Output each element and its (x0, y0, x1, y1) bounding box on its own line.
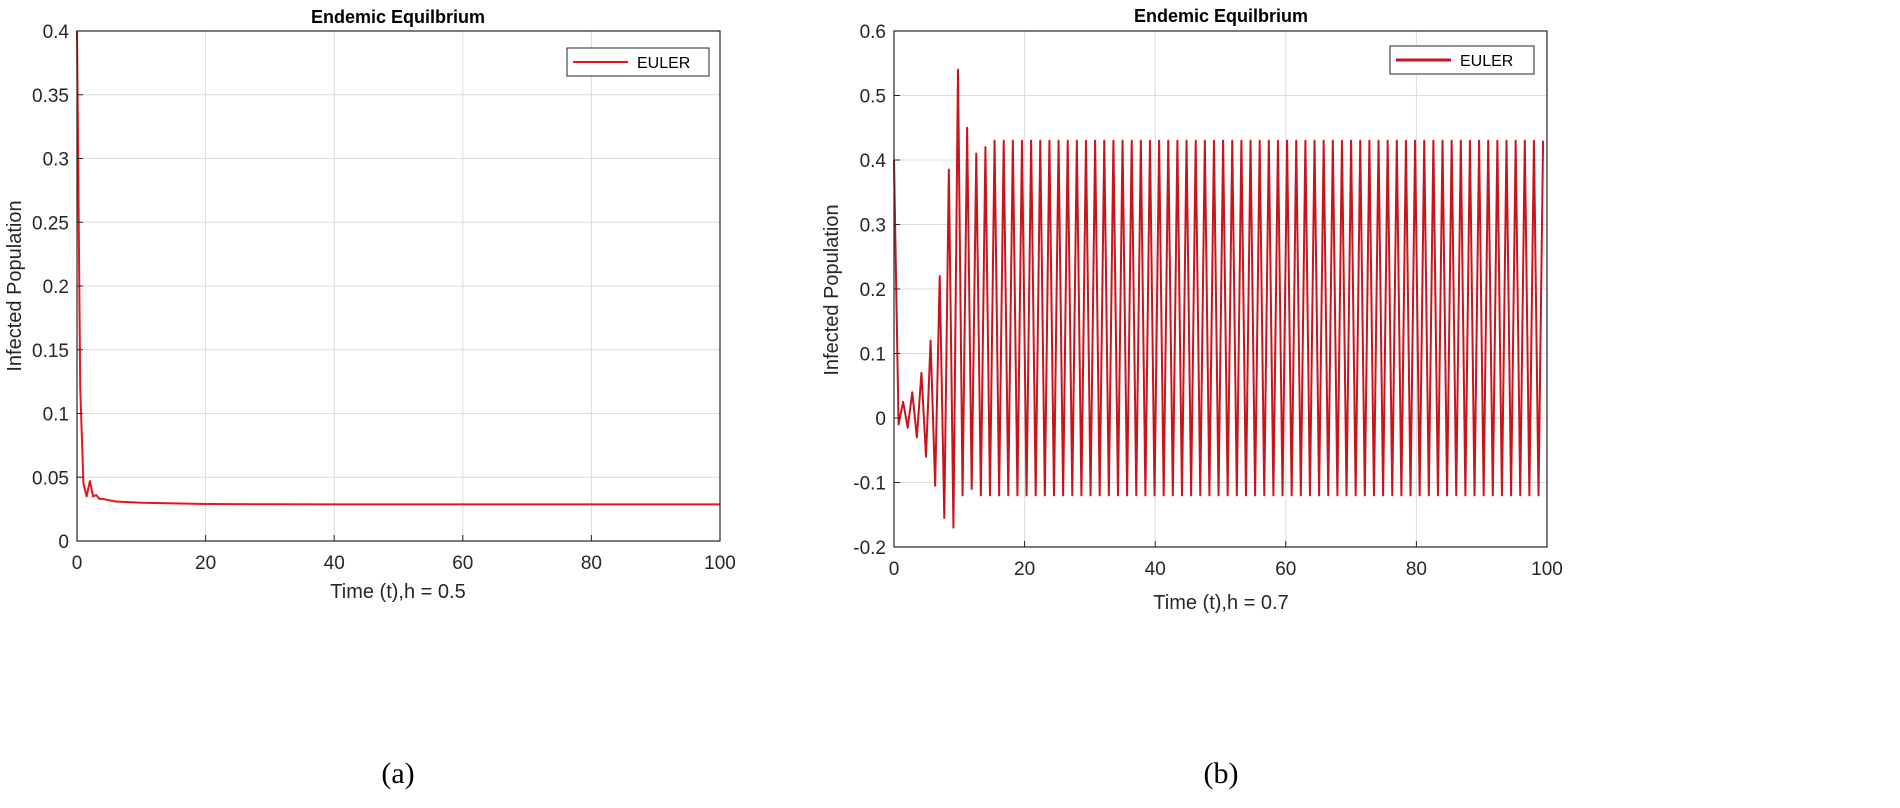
y-tick-label: 0.1 (43, 405, 69, 426)
x-tick-label: 20 (1014, 559, 1035, 580)
x-axis-label-a: Time (t),h = 0.5 (330, 581, 465, 603)
y-tick-label: 0 (875, 409, 886, 430)
chart-title-a: Endemic Equilbrium (311, 7, 485, 27)
y-tick-label: 0.3 (860, 216, 886, 237)
series-line-euler (893, 68, 1545, 529)
chart-title-b: Endemic Equilbrium (1134, 6, 1308, 26)
legend-label-a: EULER (637, 55, 690, 72)
x-tick-label: 0 (72, 553, 83, 574)
x-axis-label-b: Time (t),h = 0.7 (1153, 592, 1288, 614)
x-tick-label: 60 (452, 553, 473, 574)
y-tick-label: 0.2 (43, 277, 69, 298)
y-tick-label: 0.1 (860, 345, 886, 366)
x-tick-label: 20 (195, 553, 216, 574)
series-line-euler (76, 30, 720, 506)
x-tick-label: 40 (324, 553, 345, 574)
x-tick-label: 80 (1406, 559, 1427, 580)
y-tick-label: 0.3 (43, 150, 69, 171)
x-tick-label: 0 (889, 559, 900, 580)
chart-panel-b: 0 20 40 60 80 100-0.2-0.100.10.20.30.40.50.6 … (821, 6, 1563, 790)
y-tick-label: 0.4 (43, 22, 70, 43)
y-tick-label: 0.4 (860, 151, 887, 172)
legend-label-b: EULER (1460, 53, 1513, 70)
x-tick-label: 40 (1145, 559, 1166, 580)
y-axis-label-a: Infected Population (4, 200, 26, 371)
legend-a: EULER (566, 47, 710, 77)
y-tick-label: 0.05 (32, 468, 69, 489)
legend-b: EULER (1389, 45, 1535, 75)
y-tick-label: 0.25 (32, 213, 69, 234)
y-tick-label: -0.2 (853, 538, 886, 559)
panel-label-b: (b) (1204, 757, 1239, 790)
y-tick-label: -0.1 (853, 474, 886, 495)
y-tick-label: 0.6 (860, 22, 886, 43)
tick-labels-b: 0 20 40 60 80 100 -0.2 -0.1 0 0.1 0.2 0.3 0.4 0.5 0.6 (853, 22, 1563, 580)
y-tick-label: 0 (58, 532, 69, 553)
y-tick-label: 0.35 (32, 86, 69, 107)
x-tick-label: 60 (1275, 559, 1296, 580)
series-group-a (76, 30, 720, 506)
panel-label-a: (a) (381, 757, 414, 790)
y-axis-label-b: Infected Population (821, 204, 843, 375)
tick-labels-a: 0 20 40 60 80 100 0 0.05 0.1 0.15 0.2 0.25 0.3 0.35 0.… (32, 22, 736, 574)
y-tick-label: 0.2 (860, 280, 886, 301)
x-tick-label: 80 (581, 553, 602, 574)
chart-panel-a: 0 20 40 60 80 100 0 0.05 0.1 0.15 0.2 0.25 0.3 0.35 0.… (4, 7, 736, 790)
y-tick-label: 0.5 (860, 87, 886, 108)
x-tick-label: 100 (1531, 559, 1563, 580)
x-tick-label: 100 (704, 553, 736, 574)
series-group-b (893, 68, 1545, 529)
y-tick-label: 0.15 (32, 341, 69, 362)
